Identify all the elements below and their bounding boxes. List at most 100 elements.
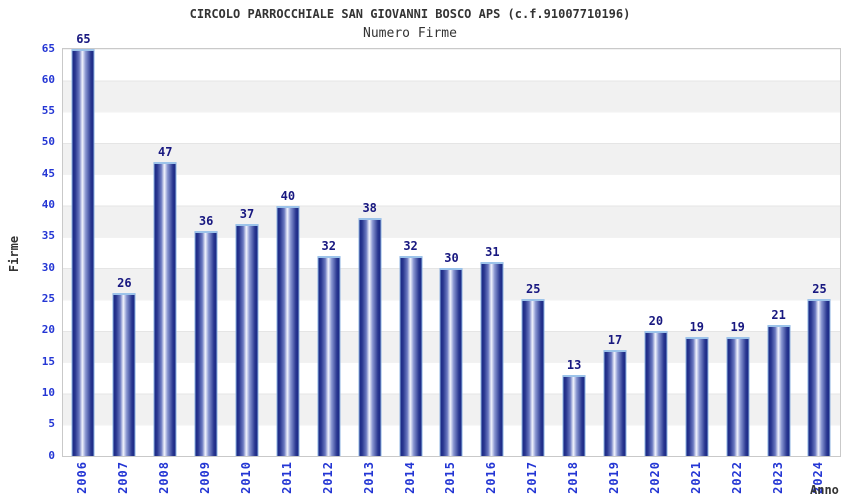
bar-2022 bbox=[726, 337, 750, 456]
chart-subtitle: Numero Firme bbox=[363, 26, 457, 41]
x-tick-cell: 2009 bbox=[185, 461, 226, 494]
bar-2008 bbox=[153, 161, 177, 456]
bar-slot: 25 bbox=[513, 49, 554, 456]
x-tick-label: 2020 bbox=[647, 461, 662, 494]
bar-2014 bbox=[399, 255, 423, 456]
x-tick-cell: 2006 bbox=[62, 461, 103, 494]
bar-value-label: 32 bbox=[403, 238, 418, 253]
y-tick-label: 50 bbox=[41, 135, 55, 149]
x-tick-cell: 2013 bbox=[348, 461, 389, 494]
x-tick-label: 2008 bbox=[157, 461, 172, 494]
bar-slot: 17 bbox=[595, 49, 636, 456]
y-tick-label: 40 bbox=[41, 198, 55, 212]
x-tick-cell: 2022 bbox=[716, 461, 757, 494]
x-axis-title: Anno bbox=[810, 483, 839, 497]
bar-slot: 32 bbox=[390, 49, 431, 456]
x-tick-label: 2006 bbox=[75, 461, 90, 494]
x-tick-cell: 2014 bbox=[389, 461, 430, 494]
bar-slot: 26 bbox=[104, 49, 145, 456]
bar-value-label: 19 bbox=[689, 320, 705, 335]
bar-2024 bbox=[807, 299, 831, 456]
x-tick-cell: 2015 bbox=[430, 461, 471, 494]
x-tick-label: 2019 bbox=[607, 461, 622, 494]
bar-value-label: 65 bbox=[76, 32, 91, 46]
bar-slot: 13 bbox=[554, 49, 595, 456]
bar-2019 bbox=[603, 349, 627, 456]
bar-value-label: 13 bbox=[566, 357, 582, 372]
bar-2018 bbox=[562, 374, 586, 456]
x-tick-label: 2017 bbox=[525, 461, 540, 494]
x-tick-cell: 2011 bbox=[266, 461, 307, 494]
bar-value-label: 25 bbox=[526, 282, 541, 297]
y-tick-label: 20 bbox=[41, 323, 55, 337]
bar-2013 bbox=[358, 218, 382, 456]
x-tick-label: 2022 bbox=[729, 461, 744, 494]
bar-slot: 40 bbox=[267, 49, 308, 456]
y-tick-label: 25 bbox=[41, 291, 55, 305]
x-tick-cell: 2017 bbox=[512, 461, 553, 494]
y-tick-label: 35 bbox=[41, 229, 55, 243]
bar-2017 bbox=[521, 299, 545, 456]
y-tick-label: 65 bbox=[41, 41, 55, 55]
bar-value-label: 47 bbox=[157, 144, 173, 159]
y-tick-label: 0 bbox=[48, 448, 55, 462]
bar-value-label: 37 bbox=[239, 207, 255, 222]
x-tick-label: 2021 bbox=[688, 461, 703, 494]
bar-slot: 65 bbox=[63, 32, 104, 456]
y-tick-label: 15 bbox=[41, 354, 55, 368]
bar-slot: 21 bbox=[758, 49, 799, 456]
x-tick-label: 2010 bbox=[239, 461, 253, 494]
bar-slot: 30 bbox=[431, 49, 472, 456]
x-tick-label: 2015 bbox=[443, 461, 458, 494]
x-tick-cell: 2007 bbox=[103, 461, 144, 494]
y-tick-label: 30 bbox=[41, 260, 55, 274]
y-tick-label: 60 bbox=[41, 72, 55, 86]
x-tick-label: 2011 bbox=[279, 461, 294, 494]
bar-2016 bbox=[480, 261, 504, 456]
bar-2012 bbox=[317, 255, 341, 456]
bar-slot: 36 bbox=[186, 49, 227, 456]
bar-2009 bbox=[194, 230, 218, 456]
bar-2015 bbox=[439, 268, 463, 456]
bar-value-label: 40 bbox=[280, 188, 296, 203]
bar-2010 bbox=[235, 224, 259, 456]
bar-value-label: 31 bbox=[485, 244, 500, 259]
x-tick-label: 2013 bbox=[361, 461, 376, 494]
x-tick-label: 2012 bbox=[320, 461, 335, 494]
bar-slot: 32 bbox=[308, 49, 349, 456]
y-tick-label: 5 bbox=[48, 417, 55, 431]
bar-value-label: 38 bbox=[362, 201, 377, 216]
x-tick-label: 2007 bbox=[116, 461, 131, 494]
x-tick-cell: 2021 bbox=[675, 461, 716, 494]
x-tick-label: 2018 bbox=[566, 461, 581, 494]
x-tick-cell: 2020 bbox=[634, 461, 675, 494]
bar-value-label: 26 bbox=[117, 276, 132, 291]
x-tick-cell: 2016 bbox=[471, 461, 512, 494]
bar-slot: 20 bbox=[635, 49, 676, 456]
bar-2020 bbox=[644, 330, 668, 456]
bars-container: 65 26 47 36 37 40 32 38 32 30 31 25 13 17 20 19 19 21 25 bbox=[63, 32, 840, 456]
bar-slot: 31 bbox=[472, 49, 513, 456]
bar-value-label: 20 bbox=[648, 313, 664, 328]
x-tick-cell: 2012 bbox=[307, 461, 348, 494]
y-tick-label: 45 bbox=[41, 166, 55, 180]
bar-value-label: 19 bbox=[730, 320, 745, 335]
bar-2023 bbox=[767, 324, 791, 456]
bar-2011 bbox=[276, 205, 300, 456]
x-tick-label: 2014 bbox=[402, 461, 417, 494]
chart-title: CIRCOLO PARROCCHIALE SAN GIOVANNI BOSCO … bbox=[189, 7, 631, 21]
bar-slot: 19 bbox=[676, 49, 717, 456]
bar-slot: 19 bbox=[717, 49, 758, 456]
y-tick-label: 55 bbox=[41, 104, 55, 118]
bar-2021 bbox=[685, 337, 709, 456]
x-tick-label: 2009 bbox=[198, 461, 213, 494]
x-tick-cell: 2008 bbox=[144, 461, 185, 494]
x-axis-tick-labels: 2006 2007 2008 2009 2010 2011 2012 2013 2014 2015… bbox=[62, 461, 839, 494]
bar-2007 bbox=[112, 293, 136, 456]
x-tick-cell: 2023 bbox=[757, 461, 798, 494]
bar-value-label: 30 bbox=[444, 251, 459, 266]
x-tick-label: 2023 bbox=[770, 461, 785, 494]
bar-slot: 47 bbox=[145, 49, 186, 456]
bar-slot: 25 bbox=[799, 49, 840, 456]
